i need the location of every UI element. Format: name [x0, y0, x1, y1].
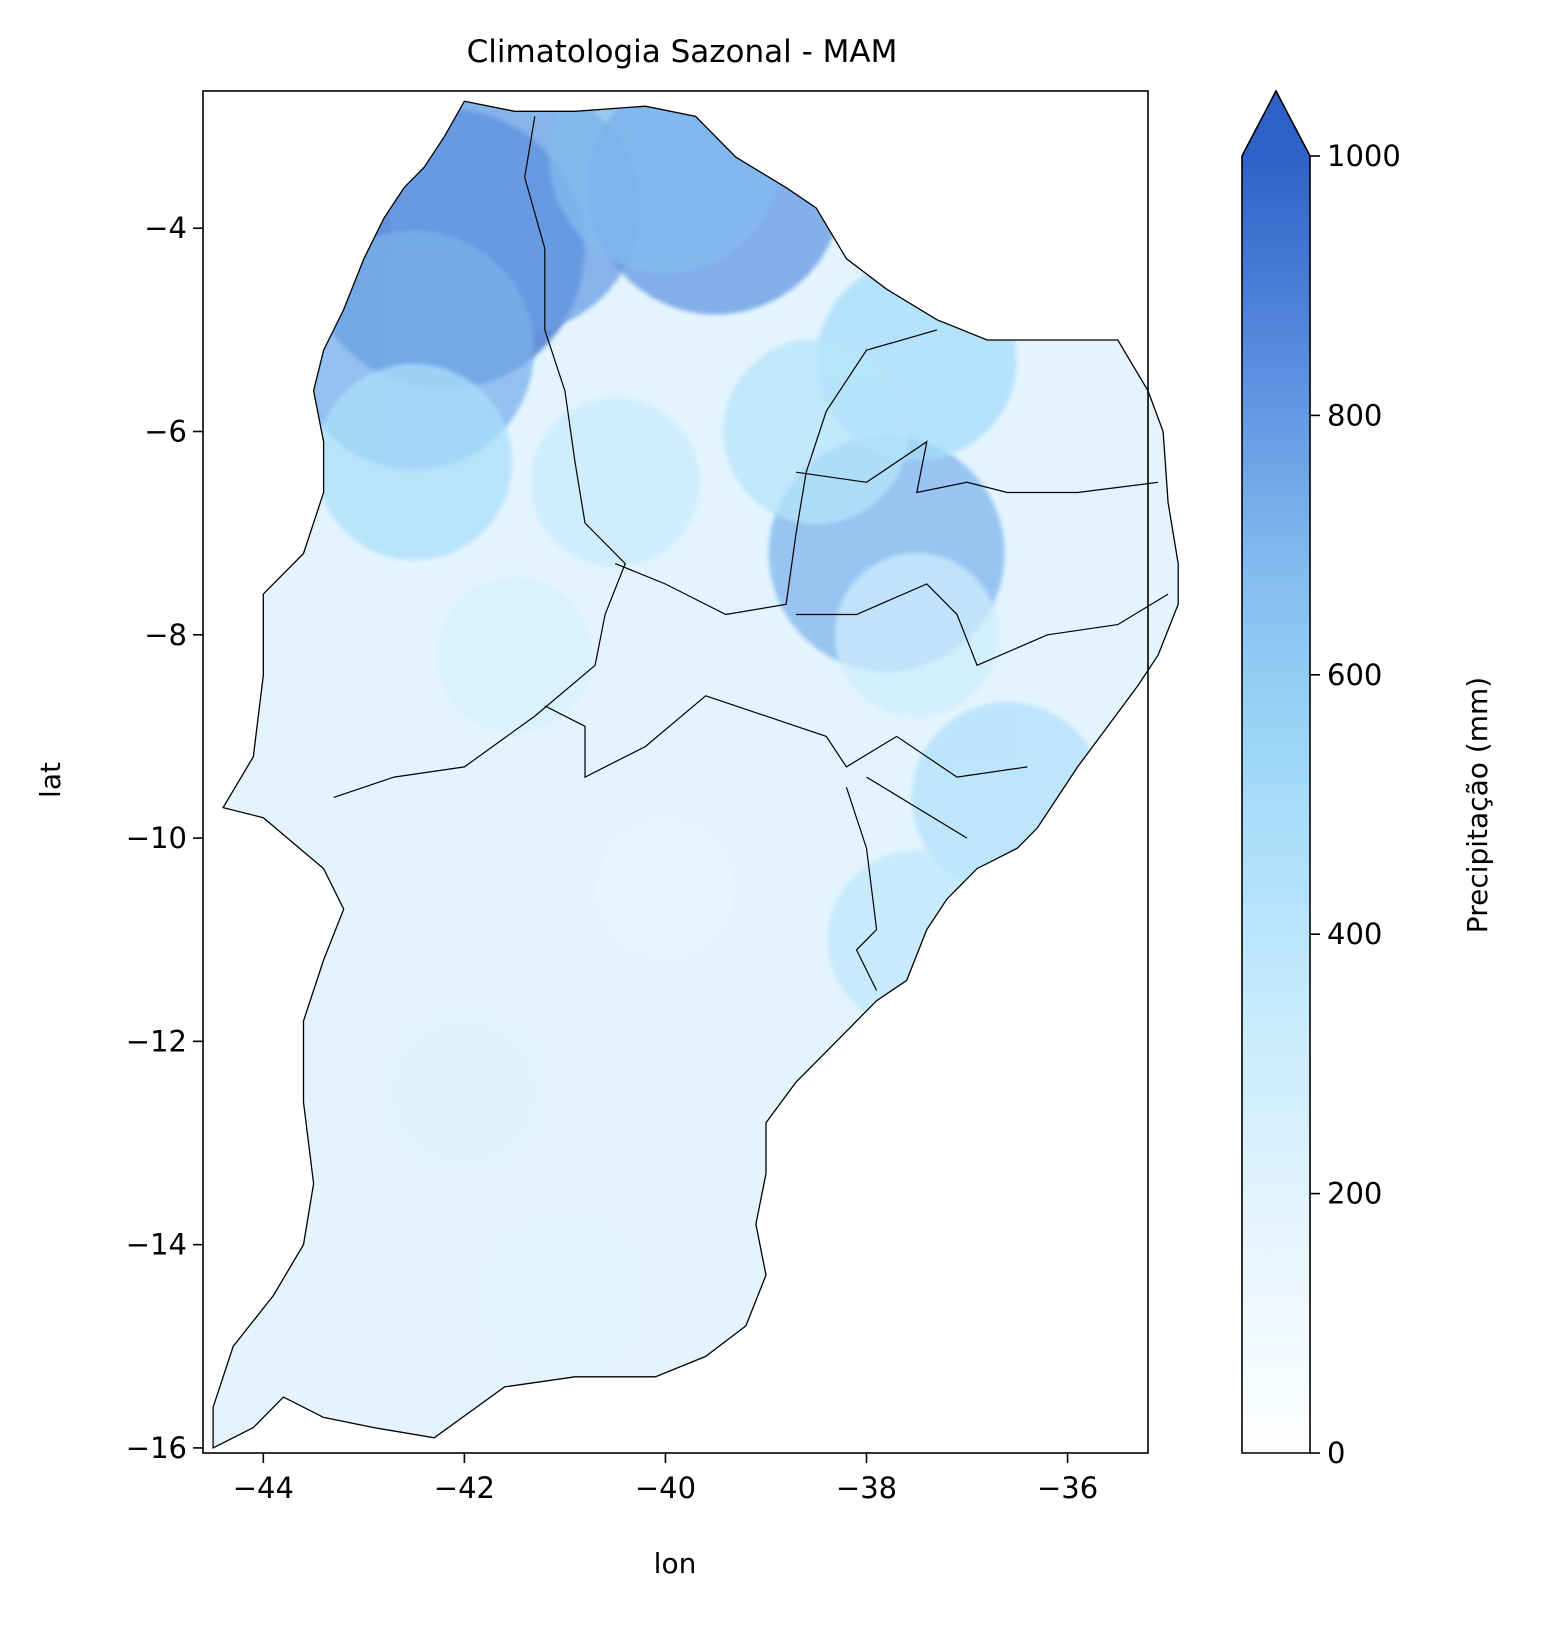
state-borders: [333, 116, 1169, 991]
state-border: [845, 787, 878, 991]
x-tick-label: −42: [434, 1471, 495, 1505]
y-axis-label: lat: [34, 762, 67, 798]
state-border: [866, 776, 968, 839]
colorbar-tick-label: 1000: [1327, 139, 1401, 173]
y-tick-label: −8: [144, 618, 187, 652]
region-outline: [212, 100, 1179, 1449]
x-axis: −44 −42 −40 −38 −36: [233, 1453, 1098, 1505]
x-tick-label: −36: [1037, 1471, 1098, 1505]
state-border: [544, 695, 1028, 779]
state-border: [614, 329, 938, 616]
colorbar-tick-label: 600: [1327, 658, 1382, 692]
precipitation-blob: [827, 850, 1006, 1029]
x-tick-label: −38: [836, 1471, 897, 1505]
colorbar: 0 200 400 600 800 1000 Precipitação (mm): [1241, 89, 1494, 1470]
chart-title: Climatologia Sazonal - MAM: [467, 34, 898, 70]
precipitation-blob: [723, 338, 910, 525]
colorbar-label: Precipitação (mm): [1461, 677, 1494, 933]
precipitation-blob: [596, 820, 734, 958]
precipitation-blob: [549, 101, 782, 274]
y-axis: −4 −6 −8 −10 −12 −14 −16: [126, 211, 203, 1465]
y-tick-label: −16: [126, 1431, 187, 1465]
plot-frame: [202, 90, 1149, 1454]
precipitation-blob: [315, 363, 513, 561]
precipitation-blob: [491, 1222, 638, 1369]
precipitation-blob: [437, 577, 593, 733]
precipitation-blob: [834, 552, 999, 717]
state-border: [333, 116, 626, 798]
y-tick-label: −14: [126, 1228, 187, 1262]
colorbar-ticks: 0 200 400 600 800 1000: [1310, 139, 1401, 1470]
x-tick-label: −40: [635, 1471, 696, 1505]
precipitation-blob: [530, 397, 700, 568]
y-tick-label: −4: [144, 211, 187, 245]
colorbar-tick-label: 400: [1327, 917, 1382, 951]
y-tick-label: −12: [126, 1024, 187, 1058]
precipitation-blob: [390, 1018, 539, 1167]
map-area: [212, 100, 1179, 1449]
y-tick-label: −10: [126, 821, 187, 855]
colorbar-tick-label: 800: [1327, 398, 1382, 432]
x-axis-label: lon: [654, 1547, 697, 1580]
x-tick-label: −44: [233, 1471, 294, 1505]
state-border: [796, 583, 1169, 667]
colorbar-gradient: [1241, 89, 1311, 1454]
colorbar-tick-label: 0: [1327, 1436, 1345, 1470]
colorbar-tick-label: 200: [1327, 1177, 1382, 1211]
state-border: [796, 440, 1159, 494]
y-tick-label: −6: [144, 415, 187, 449]
